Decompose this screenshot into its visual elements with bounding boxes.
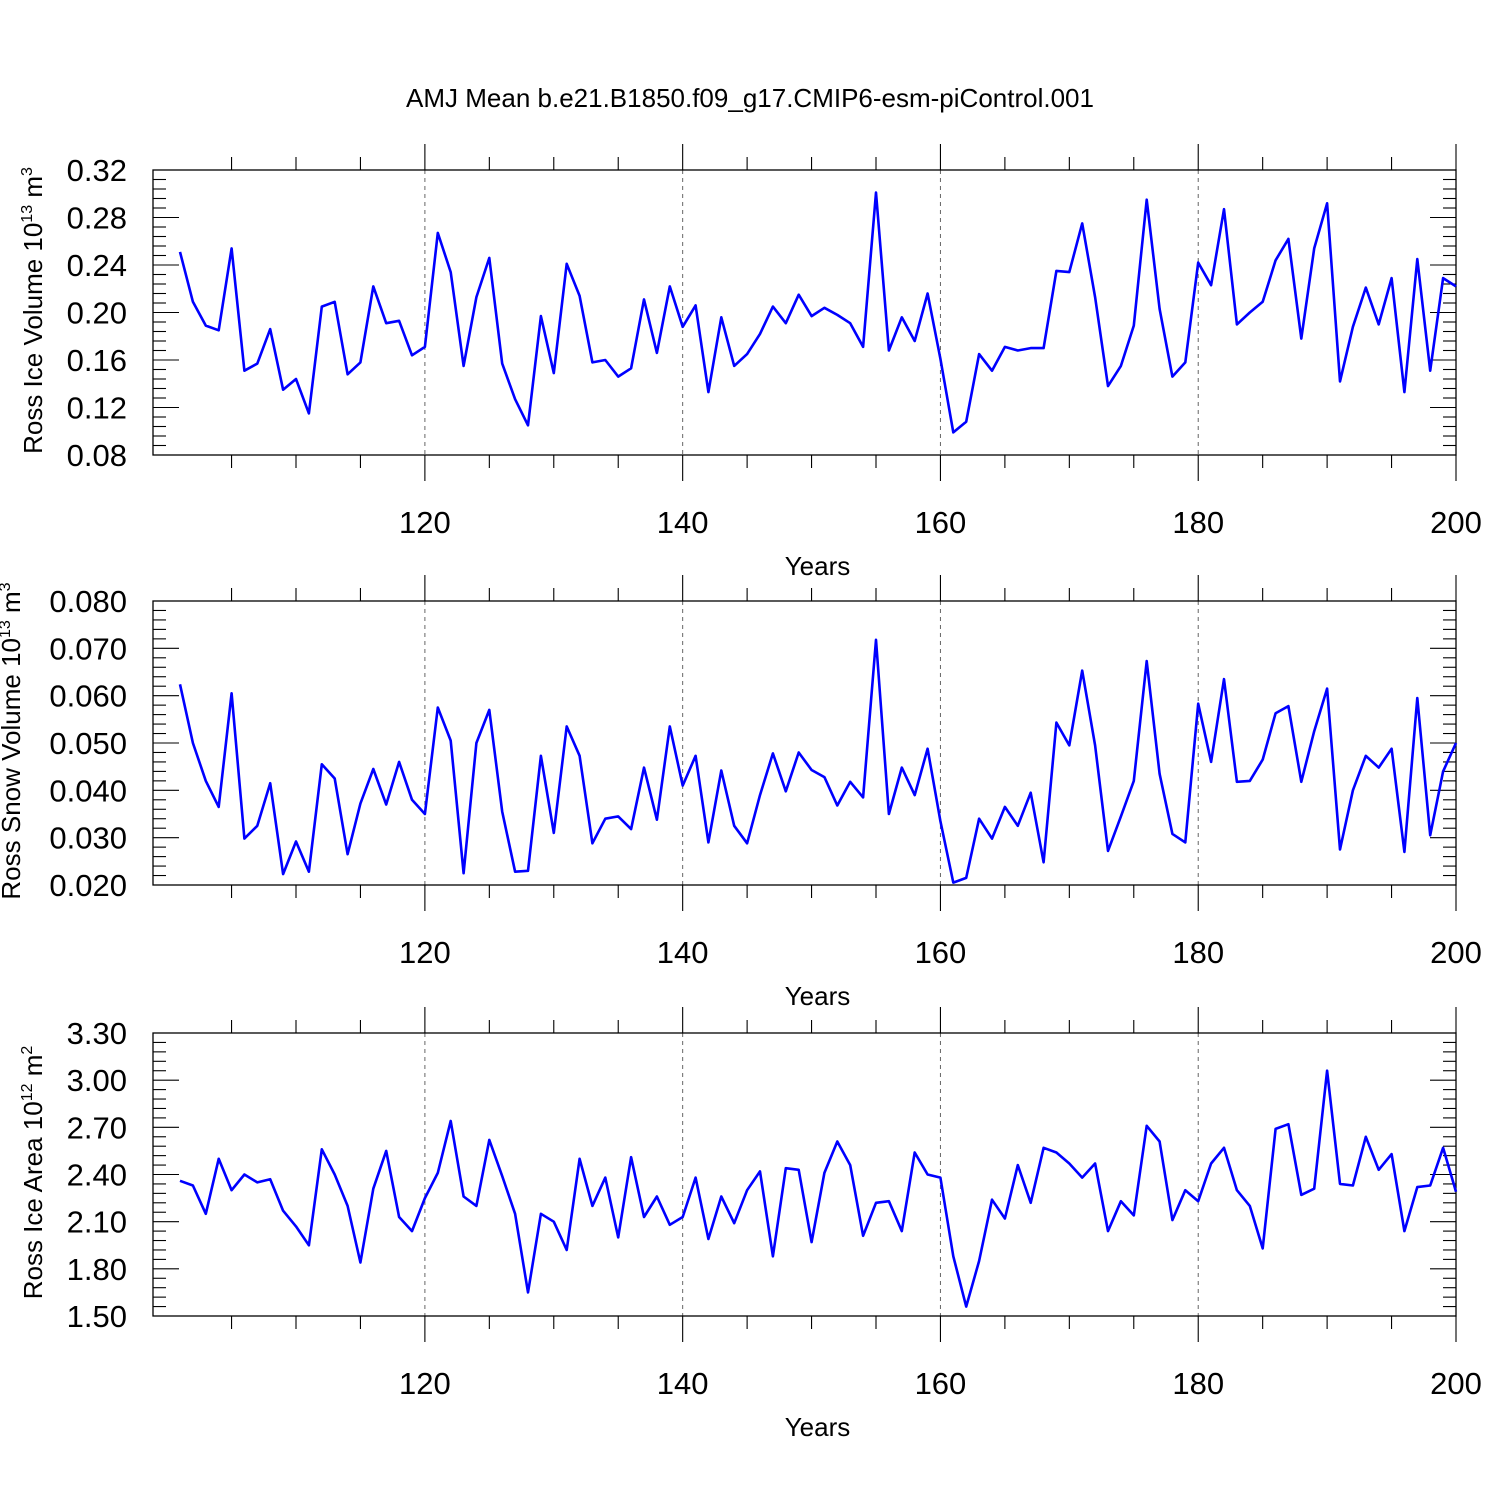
x-tick-label: 180 — [1172, 1366, 1224, 1401]
y-axis-label: Ross Ice Volume 1013 m3 — [18, 167, 48, 454]
y-tick-label: 0.040 — [49, 773, 127, 808]
y-axis-label-text: m — [0, 591, 26, 620]
panels: 120 140 160 180 200 0.08 0.12 0.16 0.20 0.24 0.28 0… — [0, 144, 1482, 1442]
series-line — [178, 638, 1458, 884]
x-tick-label: 160 — [915, 505, 967, 540]
panel-1: 120 140 160 180 200 0.08 0.12 0.16 0.20 0.24 0.28 0… — [18, 144, 1482, 581]
figure-title: AMJ Mean b.e21.B1850.f09_g17.CMIP6-esm-p… — [406, 83, 1094, 113]
x-tick-label: 160 — [915, 1366, 967, 1401]
y-tick-label: 1.80 — [67, 1252, 127, 1287]
y-axis-label-superscript: 13 — [0, 620, 14, 638]
x-tick-label: 180 — [1172, 505, 1224, 540]
x-tick-label: 140 — [657, 1366, 709, 1401]
x-tick-label: 200 — [1430, 935, 1482, 970]
y-tick-label: 0.16 — [67, 343, 127, 378]
y-tick-label: 2.40 — [67, 1158, 127, 1193]
y-tick-label: 0.050 — [49, 726, 127, 761]
x-tick-label: 120 — [399, 505, 451, 540]
series-line — [178, 191, 1457, 434]
y-axis-label-superscript: 3 — [0, 582, 14, 591]
y-tick-label: 0.030 — [49, 821, 127, 856]
y-axis-label-superscript: 3 — [19, 167, 36, 176]
x-tick-label: 180 — [1172, 935, 1224, 970]
y-tick-label: 2.10 — [67, 1205, 127, 1240]
y-tick-label: 0.060 — [49, 679, 127, 714]
y-axis-label-superscript: 2 — [19, 1046, 36, 1055]
y-tick-label: 3.00 — [67, 1063, 127, 1098]
x-axis-label: Years — [785, 1412, 851, 1442]
y-tick-label: 0.08 — [67, 438, 127, 473]
x-axis-label: Years — [785, 981, 851, 1011]
y-tick-label: 0.070 — [49, 631, 127, 666]
y-axis-label-text: Ross Ice Area 10 — [18, 1101, 48, 1299]
x-axis-label: Years — [785, 551, 851, 581]
y-tick-label: 2.70 — [67, 1110, 127, 1145]
y-axis-label: Ross Snow Volume 1013 m3 — [0, 582, 26, 899]
y-tick-label: 0.020 — [49, 868, 127, 903]
y-axis-label: Ross Ice Area 1012 m2 — [18, 1046, 48, 1300]
x-tick-label: 200 — [1430, 505, 1482, 540]
y-tick-label: 1.50 — [67, 1299, 127, 1334]
y-axis-label-superscript: 13 — [19, 205, 36, 223]
panel-2: 120 140 160 180 200 0.020 0.030 0.040 0.050 0.060… — [0, 575, 1482, 1011]
y-tick-label: 0.32 — [67, 153, 127, 188]
y-axis-label-text: m — [18, 1055, 48, 1084]
series-line — [179, 1069, 1458, 1308]
x-tick-label: 160 — [915, 935, 967, 970]
y-tick-label: 0.12 — [67, 391, 127, 426]
y-tick-label: 0.24 — [67, 248, 127, 283]
x-tick-label: 140 — [657, 505, 709, 540]
y-tick-label: 3.30 — [67, 1016, 127, 1051]
y-tick-label: 0.080 — [49, 584, 127, 619]
x-tick-label: 140 — [657, 935, 709, 970]
y-tick-label: 0.20 — [67, 296, 127, 331]
y-axis-label-text: m — [18, 176, 48, 205]
x-tick-label: 120 — [399, 935, 451, 970]
y-tick-label: 0.28 — [67, 201, 127, 236]
y-axis-label-superscript: 12 — [19, 1083, 36, 1101]
x-tick-label: 120 — [399, 1366, 451, 1401]
y-axis-label-text: Ross Ice Volume 10 — [18, 223, 48, 454]
y-axis-label-text: Ross Snow Volume 10 — [0, 638, 26, 900]
panel-3: 120 140 160 180 200 1.50 1.80 2.10 2.40 2.70 3.00 3… — [18, 1007, 1482, 1442]
x-tick-label: 200 — [1430, 1366, 1482, 1401]
